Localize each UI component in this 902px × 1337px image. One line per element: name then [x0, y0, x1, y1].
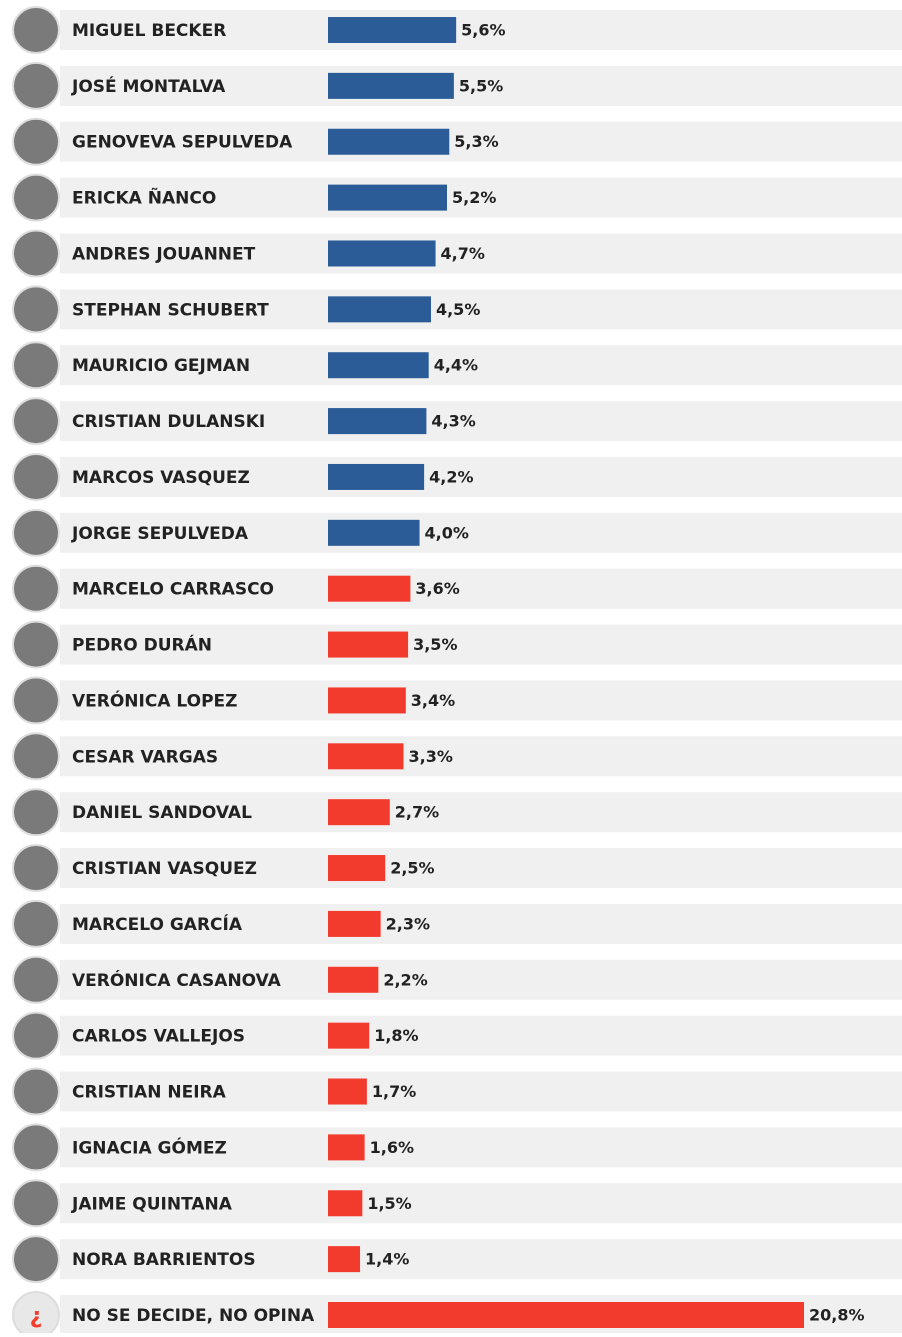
category-label: NO SE DECIDE, NO OPINA: [72, 1306, 315, 1326]
category-label: CRISTIAN VASQUEZ: [72, 859, 257, 879]
bar: [328, 1190, 362, 1216]
category-label: ERICKA ÑANCO: [72, 186, 216, 209]
category-label: MARCOS VASQUEZ: [72, 468, 250, 488]
avatar: [13, 901, 59, 947]
avatar: [13, 286, 59, 332]
value-label: 2,3%: [386, 914, 430, 933]
bar: [328, 1023, 369, 1049]
avatar: [13, 398, 59, 444]
category-label: VERÓNICA CASANOVA: [72, 969, 282, 991]
category-label: STEPHAN SCHUBERT: [72, 300, 269, 320]
value-label: 1,6%: [370, 1138, 414, 1157]
avatar: [13, 1236, 59, 1282]
value-label: 2,7%: [395, 803, 439, 822]
category-label: PEDRO DURÁN: [72, 634, 212, 656]
avatar: [13, 566, 59, 612]
bar: [328, 129, 449, 155]
value-label: 2,2%: [383, 970, 427, 989]
category-label: JOSÉ MONTALVA: [71, 75, 226, 97]
avatar: [13, 7, 59, 53]
value-label: 3,6%: [415, 579, 459, 598]
bar: [328, 464, 424, 490]
category-label: ANDRES JOUANNET: [72, 244, 256, 264]
avatar: [13, 1124, 59, 1170]
category-label: MIGUEL BECKER: [72, 21, 226, 41]
bar: [328, 240, 436, 266]
category-label: GENOVEVA SEPULVEDA: [72, 133, 293, 153]
value-label: 4,0%: [425, 523, 469, 542]
bar: [328, 1134, 365, 1160]
avatar: [13, 342, 59, 388]
avatar: [13, 845, 59, 891]
avatar: [13, 1069, 59, 1115]
bar: [328, 1302, 804, 1328]
bar: [328, 1079, 367, 1105]
bar: [328, 352, 429, 378]
category-label: JORGE SEPULVEDA: [71, 524, 249, 544]
bar: [328, 73, 454, 99]
value-label: 1,8%: [374, 1026, 418, 1045]
chart: MIGUEL BECKER 5,6% JOSÉ MONTALVA 5,5% GENOVE…: [0, 0, 902, 1333]
value-label: 5,3%: [454, 132, 498, 151]
bar: [328, 1246, 360, 1272]
avatar: [13, 175, 59, 221]
value-label: 5,6%: [461, 21, 505, 40]
bar: [328, 520, 420, 546]
value-label: 5,5%: [459, 76, 503, 95]
avatar: [13, 733, 59, 779]
category-label: MARCELO CARRASCO: [72, 580, 274, 600]
undecided-icon: ¿: [30, 1304, 43, 1329]
bar: [328, 296, 431, 322]
avatar: [13, 119, 59, 165]
bar: [328, 576, 410, 602]
value-label: 1,7%: [372, 1082, 416, 1101]
value-label: 3,3%: [409, 747, 453, 766]
category-label: JAIME QUINTANA: [71, 1194, 233, 1214]
value-label: 4,2%: [429, 467, 473, 486]
bar: [328, 911, 381, 937]
category-label: CESAR VARGAS: [72, 747, 218, 767]
value-label: 1,5%: [367, 1194, 411, 1213]
value-label: 3,5%: [413, 635, 457, 654]
avatar: [13, 510, 59, 556]
category-label: IGNACIA GÓMEZ: [72, 1136, 227, 1158]
value-label: 20,8%: [809, 1306, 865, 1325]
value-label: 3,4%: [411, 691, 455, 710]
bar: [328, 17, 456, 43]
bar: [328, 185, 447, 211]
category-label: MARCELO GARCÍA: [72, 913, 243, 935]
avatar: [13, 677, 59, 723]
avatar: [13, 454, 59, 500]
avatar: [13, 63, 59, 109]
category-label: VERÓNICA LOPEZ: [72, 689, 238, 711]
category-label: CRISTIAN DULANSKI: [72, 412, 265, 432]
category-label: CARLOS VALLEJOS: [72, 1027, 245, 1047]
avatar: [13, 230, 59, 276]
value-label: 4,5%: [436, 300, 480, 319]
value-label: 4,3%: [431, 412, 475, 431]
avatar: [13, 789, 59, 835]
value-label: 4,4%: [434, 356, 478, 375]
category-label: NORA BARRIENTOS: [72, 1250, 256, 1270]
bar: [328, 967, 378, 993]
value-label: 1,4%: [365, 1250, 409, 1269]
bar: [328, 855, 385, 881]
avatar: [13, 622, 59, 668]
bar: [328, 743, 404, 769]
avatar: [13, 1180, 59, 1226]
value-label: 4,7%: [441, 244, 485, 263]
bar: [328, 687, 406, 713]
category-label: DANIEL SANDOVAL: [72, 803, 252, 823]
category-label: CRISTIAN NEIRA: [72, 1083, 227, 1103]
category-label: MAURICIO GEJMAN: [72, 356, 250, 376]
bar: [328, 632, 408, 658]
bar: [328, 799, 390, 825]
avatar: [13, 957, 59, 1003]
avatar: [13, 1013, 59, 1059]
value-label: 2,5%: [390, 859, 434, 878]
value-label: 5,2%: [452, 188, 496, 207]
bar: [328, 408, 426, 434]
